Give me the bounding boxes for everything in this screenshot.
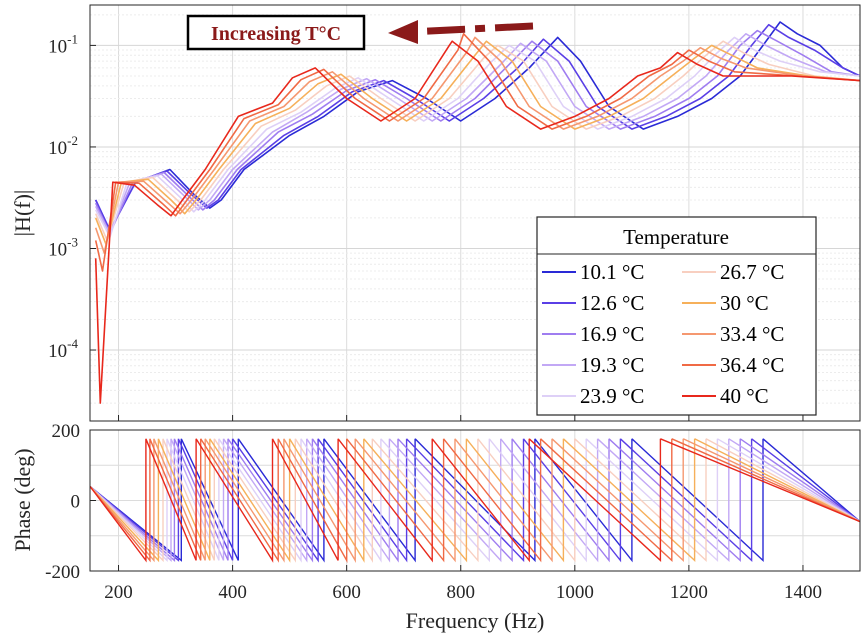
bottom-plot-series — [90, 438, 860, 564]
x-tick-label: 1000 — [556, 582, 594, 603]
top-plot-series — [94, 21, 860, 404]
x-ticks: 200 400 600 800 1000 1200 1400 — [104, 415, 822, 603]
annotation-text: Increasing T°C — [211, 23, 341, 45]
legend-label: 40 °C — [720, 384, 769, 408]
annotation-arrow-line — [407, 22, 534, 36]
phase-series-line — [90, 438, 860, 564]
legend-label: 23.9 °C — [580, 384, 644, 408]
x-tick-label: 200 — [104, 582, 133, 603]
phase-series-line — [90, 438, 860, 563]
magnitude-series-line — [94, 21, 860, 232]
magnitude-series-line — [94, 33, 860, 235]
bottom-y-axis-label: Phase (deg) — [10, 448, 35, 551]
x-tick-label: 400 — [218, 582, 247, 603]
top-y-tick-label: 10-2 — [48, 133, 78, 159]
phase-series-line — [90, 438, 860, 563]
x-tick-label: 1200 — [670, 582, 708, 603]
phase-series-line — [90, 438, 860, 563]
x-tick-label: 1400 — [784, 582, 822, 603]
legend-entries: 10.1 °C 12.6 °C 16.9 °C 19.3 °C 23.9 °C 26.7 … — [542, 260, 784, 408]
top-y-tick-label: 10-3 — [48, 234, 78, 260]
legend-label: 19.3 °C — [580, 353, 644, 377]
legend-title: Temperature — [623, 225, 729, 249]
top-y-tick-label: 10-4 — [48, 336, 78, 362]
legend-label: 26.7 °C — [720, 260, 784, 284]
phase-series-line — [90, 438, 860, 563]
legend-label: 16.9 °C — [580, 322, 644, 346]
magnitude-series-line — [94, 29, 860, 235]
phase-series-line — [90, 438, 860, 563]
legend-label: 36.4 °C — [720, 353, 784, 377]
legend-box — [536, 216, 817, 416]
magnitude-series-line — [94, 40, 860, 242]
bottom-y-tick-label: 200 — [52, 421, 81, 442]
bottom-y-ticks: -200 0 200 — [45, 421, 96, 583]
top-y-tick-label: 10-1 — [48, 31, 78, 57]
annotation: Increasing T°C — [186, 14, 534, 51]
bottom-y-tick-label: -200 — [45, 562, 80, 583]
phase-series-line — [90, 438, 860, 563]
annotation-arrow-head — [388, 20, 418, 44]
x-tick-label: 600 — [332, 582, 361, 603]
top-y-axis-label: |H(f)| — [10, 190, 35, 237]
top-plot-frame — [89, 4, 861, 422]
phase-series-line — [90, 438, 860, 563]
x-tick-label: 800 — [446, 582, 475, 603]
top-y-ticks: 10-1 10-2 10-3 10-4 — [48, 31, 96, 362]
legend-label: 12.6 °C — [580, 291, 644, 315]
legend: Temperature 10.1 °C 12.6 °C 16.9 °C 19.3 °C… — [536, 216, 817, 416]
annotation-box — [186, 14, 366, 51]
legend-label: 30 °C — [720, 291, 769, 315]
legend-label: 10.1 °C — [580, 260, 644, 284]
bottom-y-tick-label: 0 — [71, 492, 81, 513]
magnitude-series-line — [94, 40, 860, 404]
magnitude-series-line — [94, 33, 860, 272]
legend-label: 33.4 °C — [720, 322, 784, 346]
phase-series-line — [90, 438, 860, 563]
x-axis-label: Frequency (Hz) — [406, 608, 545, 633]
phase-series-line — [90, 438, 860, 563]
magnitude-series-line — [94, 40, 860, 246]
magnitude-series-line — [94, 36, 860, 238]
